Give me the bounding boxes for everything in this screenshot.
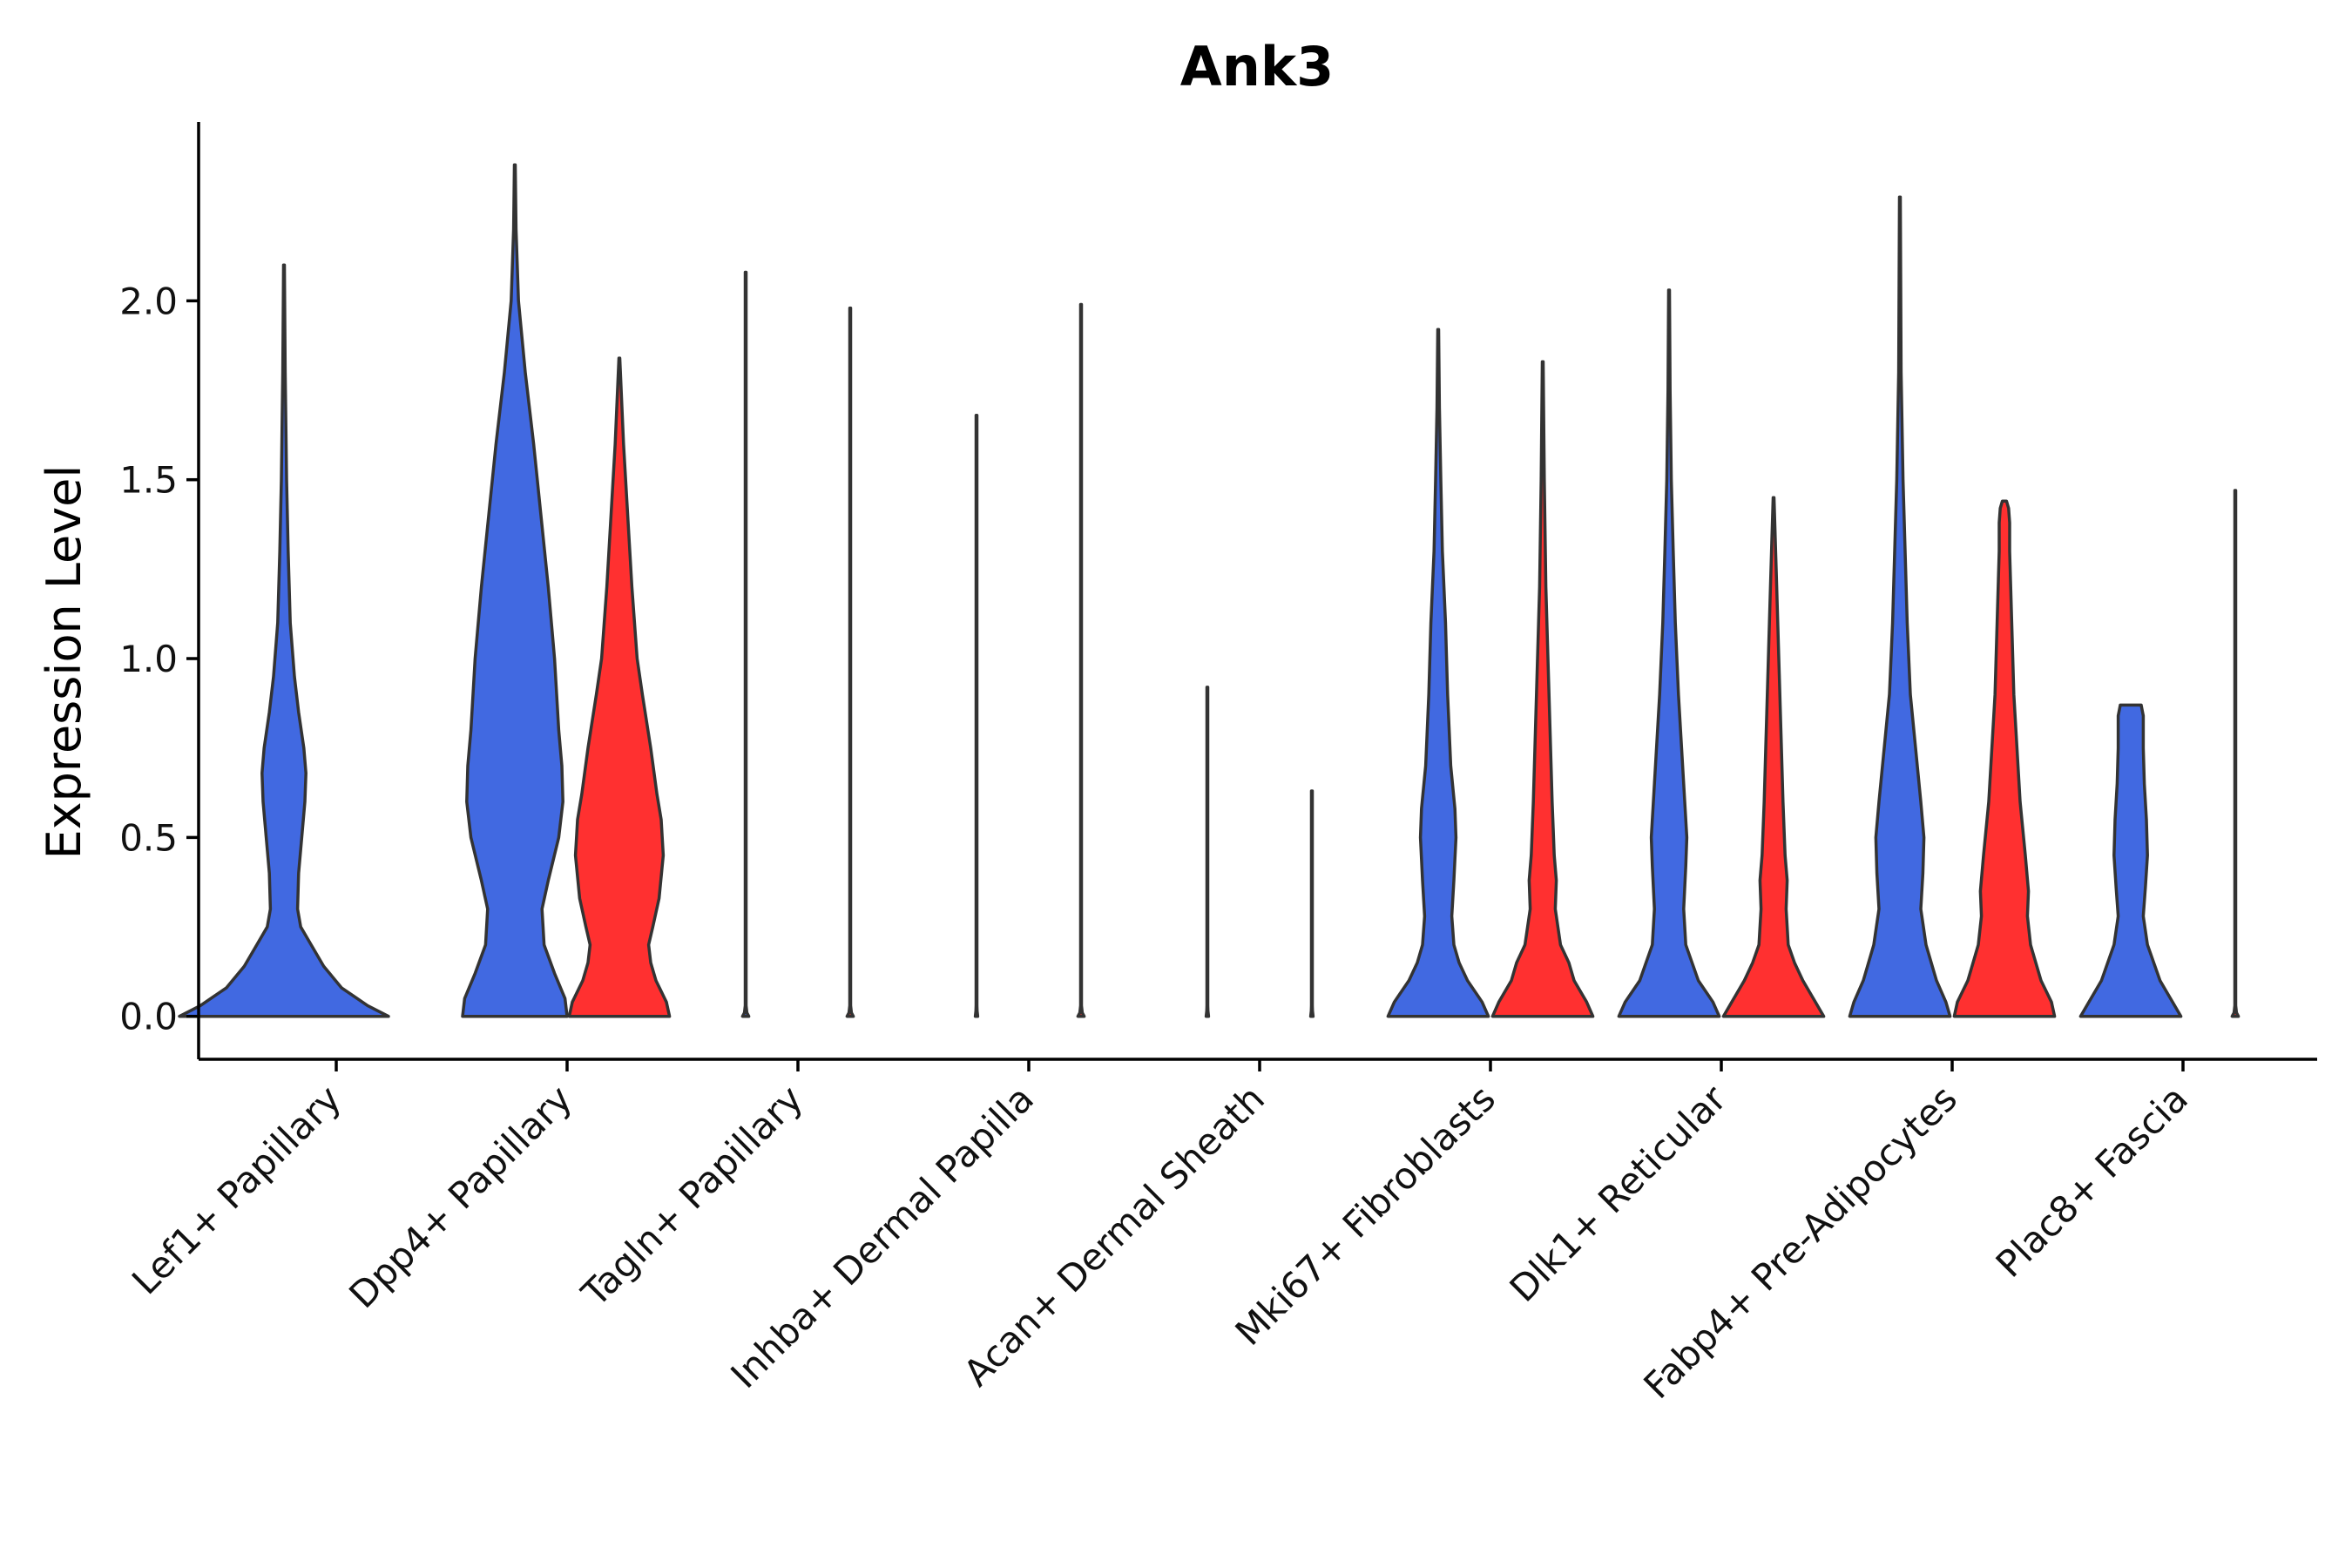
violin-2-6 (1721, 496, 1826, 1018)
y-tick-label: 2.0 (119, 280, 178, 322)
violin-2-4 (1308, 789, 1315, 1018)
axes-layer (197, 122, 2317, 1061)
y-tick-label: 1.5 (119, 459, 178, 502)
y-tick-label: 1.0 (119, 638, 178, 680)
y-ticks: 0.0 0.5 1.0 1.5 2.0 (119, 280, 199, 1038)
violins-layer (178, 163, 2240, 1018)
violin-2-3 (1076, 302, 1086, 1018)
violin-1-3 (973, 414, 980, 1018)
y-tick-label: 0.5 (119, 816, 178, 859)
x-tick-label: Plac8+ Fascia (1988, 1077, 2196, 1285)
violin-2-8 (2230, 489, 2240, 1018)
violin-1-4 (1204, 686, 1211, 1018)
violin-1-8 (2078, 703, 2183, 1018)
y-axis-label: Expression Level (37, 465, 91, 860)
x-tick-label: Lef1+ Papillary (124, 1077, 349, 1302)
violin-2-5 (1490, 360, 1595, 1018)
violin-1-2 (740, 270, 751, 1018)
violin-1-0 (178, 263, 390, 1018)
x-tick-label: Dpp4+ Papillary (341, 1077, 580, 1316)
violin-1-7 (1848, 195, 1952, 1018)
y-tick-label: 0.0 (119, 996, 178, 1038)
chart-title: Ank3 (1180, 35, 1335, 98)
violin-2-7 (1952, 499, 2057, 1018)
violin-2-2 (845, 306, 855, 1018)
x-tick-label: Mki67+ Fibroblasts (1227, 1077, 1504, 1353)
violin-1-1 (461, 163, 569, 1018)
x-tick-label: Tagln+ Papillary (573, 1077, 811, 1315)
violin-1-5 (1386, 328, 1490, 1018)
x-tick-label: Dlk1+ Reticular (1502, 1077, 1735, 1310)
violin-1-6 (1617, 288, 1721, 1018)
violin-2-1 (567, 356, 672, 1018)
